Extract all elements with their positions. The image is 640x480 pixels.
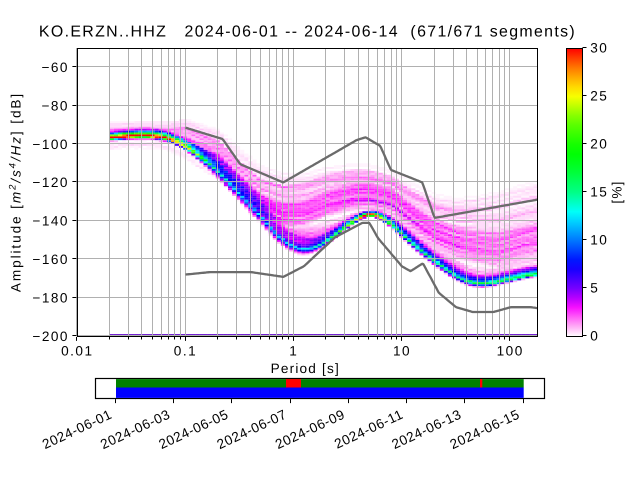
svg-text:10: 10 — [590, 232, 608, 247]
svg-text:100: 100 — [497, 344, 524, 359]
svg-text:−120: −120 — [32, 175, 69, 190]
svg-text:15: 15 — [590, 184, 608, 199]
svg-text:0: 0 — [590, 328, 599, 343]
svg-text:−200: −200 — [32, 329, 69, 344]
svg-text:KO.ERZN..HHZ 2024-06-01 -- 2: KO.ERZN..HHZ 2024-06-01 -- 2024-06-14 (6… — [39, 23, 576, 40]
svg-text:30: 30 — [590, 40, 608, 55]
svg-text:0.1: 0.1 — [174, 344, 197, 359]
svg-text:Amplitude [m2/s4/Hz] [dB]: Amplitude [m2/s4/Hz] [dB] — [8, 92, 24, 292]
svg-text:0.01: 0.01 — [61, 344, 93, 359]
svg-text:−140: −140 — [32, 214, 69, 229]
svg-text:−80: −80 — [41, 98, 69, 113]
svg-text:−60: −60 — [41, 60, 69, 75]
svg-text:10: 10 — [393, 344, 411, 359]
svg-text:20: 20 — [590, 136, 608, 151]
svg-text:5: 5 — [590, 280, 599, 295]
svg-text:1: 1 — [289, 344, 298, 359]
svg-text:−100: −100 — [32, 137, 69, 152]
svg-text:−180: −180 — [32, 290, 69, 305]
svg-text:Period [s]: Period [s] — [271, 361, 340, 376]
svg-text:−160: −160 — [32, 252, 69, 267]
svg-text:[%]: [%] — [610, 180, 625, 203]
svg-text:25: 25 — [590, 88, 608, 103]
